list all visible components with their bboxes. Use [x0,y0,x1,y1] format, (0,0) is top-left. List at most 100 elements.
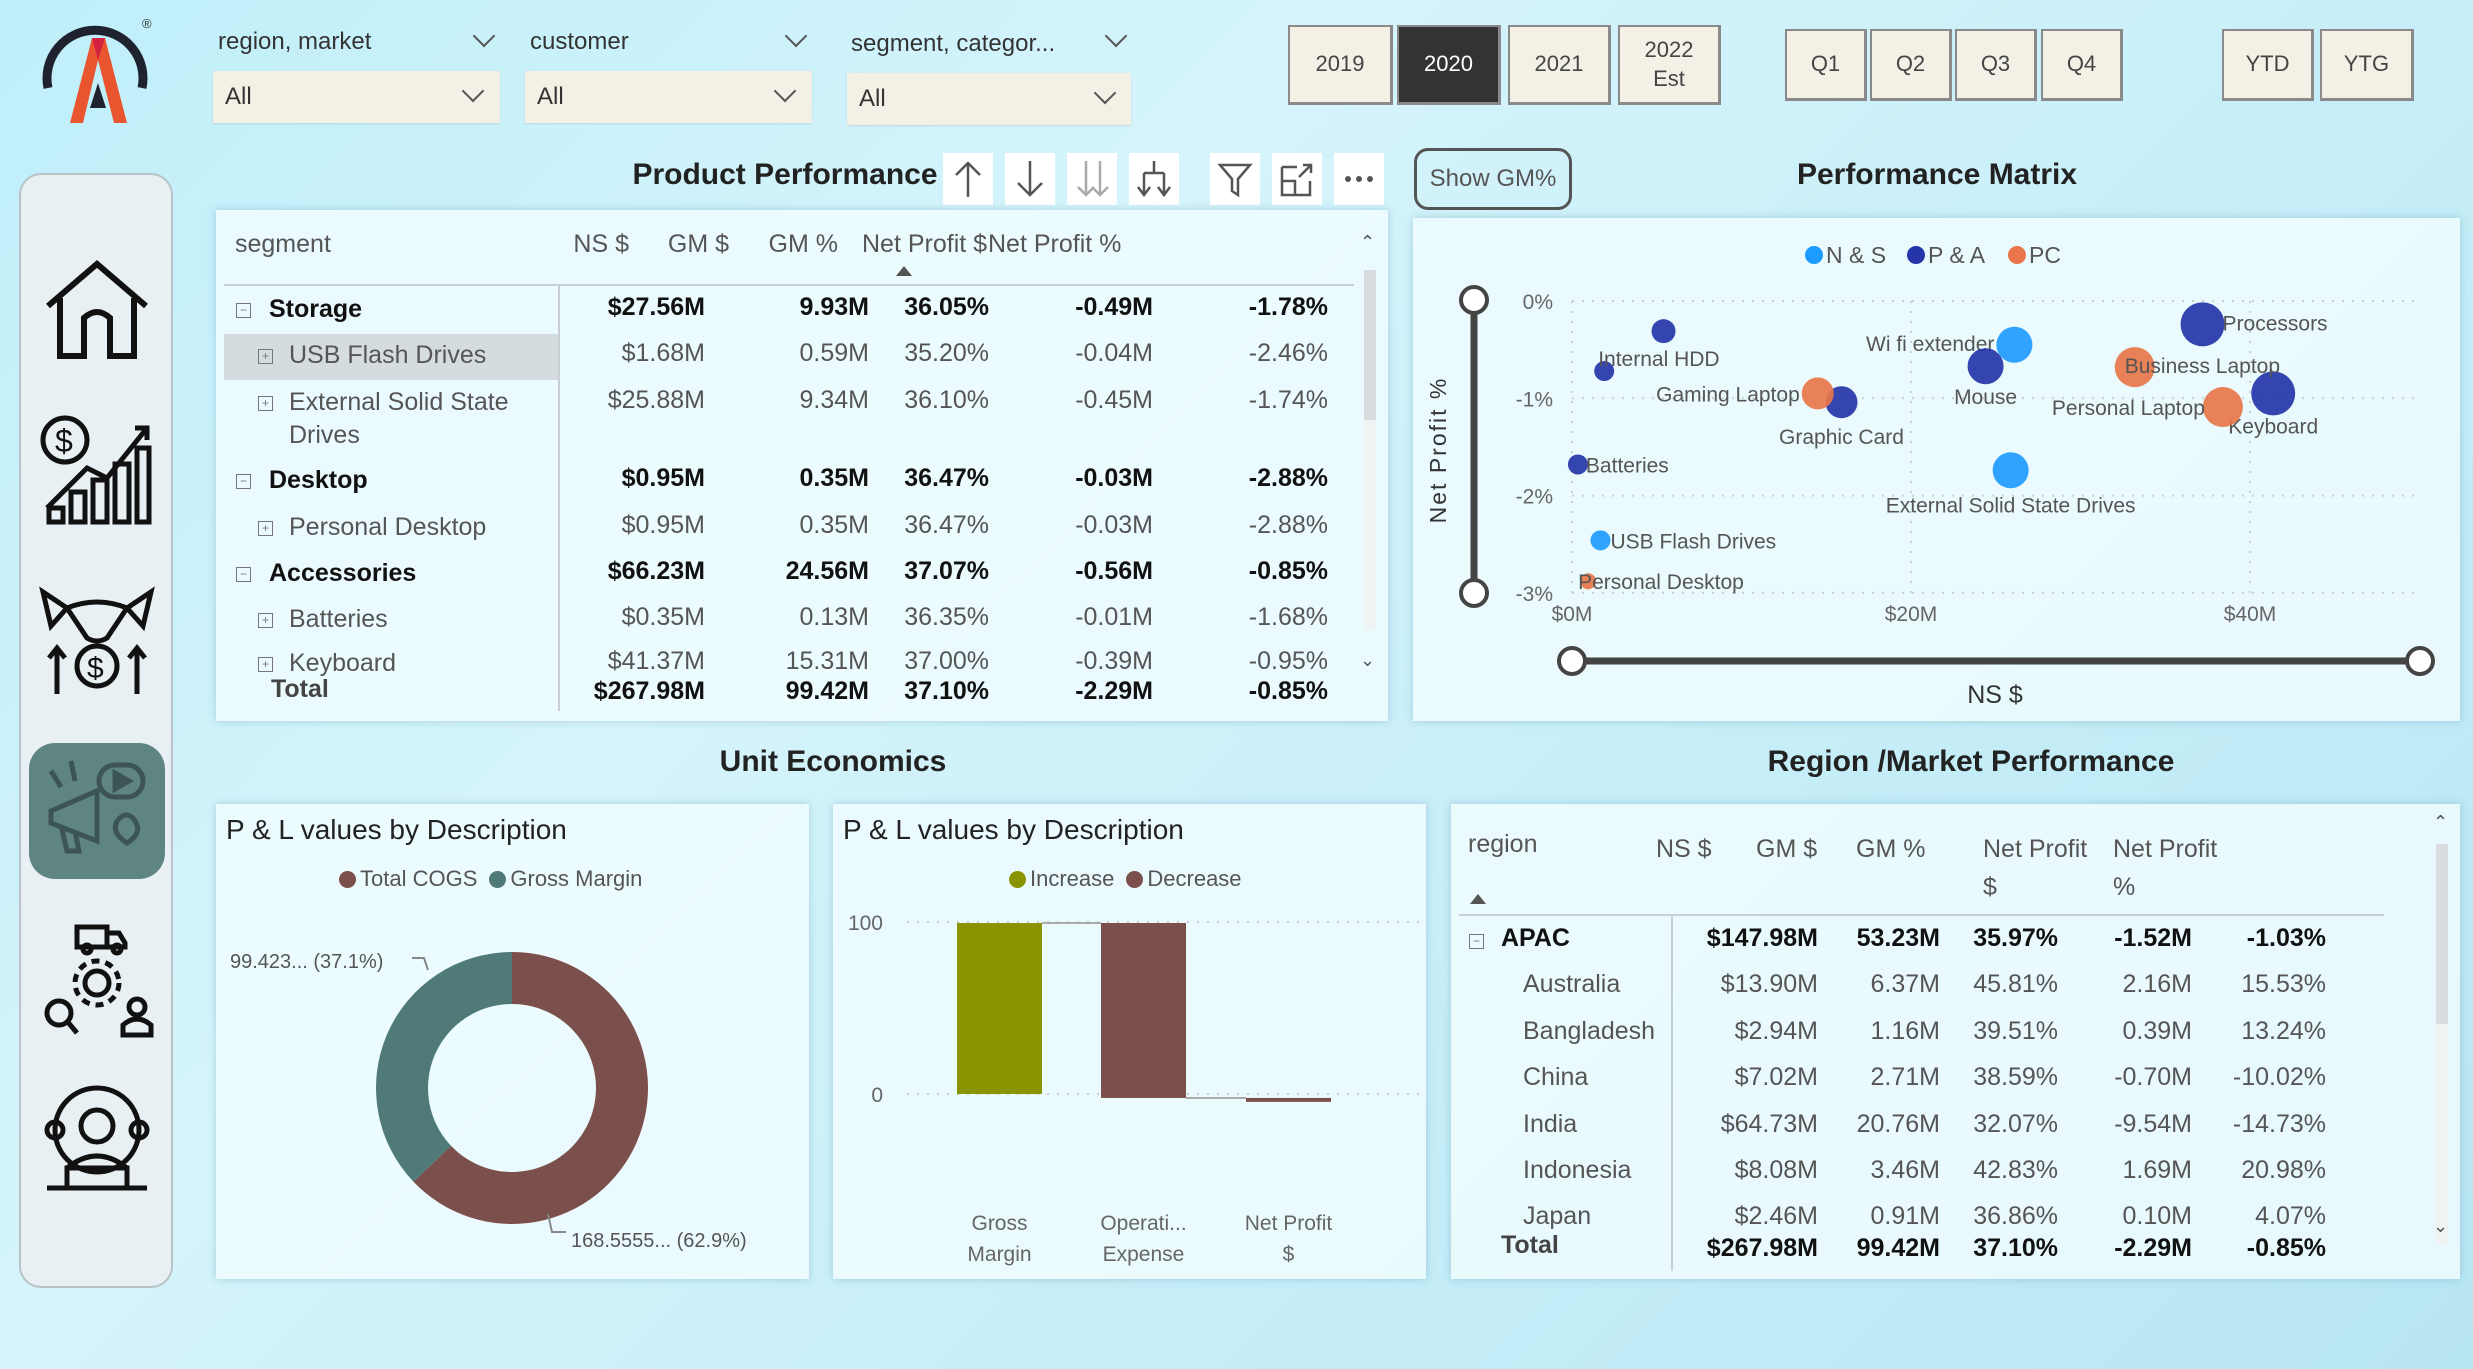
chevron-down-icon[interactable] [784,24,808,48]
legend-dot-total-cogs [339,870,356,888]
y-axis-title: Net Profit % [1425,377,1451,524]
column-header[interactable]: Net Profit % [2113,835,2218,901]
column-header[interactable]: NS $ [573,230,629,258]
row-value: 0.10M [2122,1202,2192,1230]
sort-descending-button[interactable] [1005,153,1055,205]
scroll-up-icon[interactable]: ⌃ [1360,232,1376,252]
scatter-point[interactable] [1967,348,2004,385]
legend-dot-n-s [1805,246,1823,264]
waterfall-bar [957,922,1042,1094]
waterfall-legend: Increase Decrease [1009,866,1242,892]
expand-next-level-button[interactable] [1129,153,1179,205]
expand-icon[interactable]: + [258,521,273,536]
scroll-down-icon[interactable]: ⌄ [1360,650,1376,670]
sidebar-item-executive[interactable] [29,1070,165,1206]
collapse-icon[interactable]: − [236,474,251,489]
scroll-up-icon[interactable]: ⌃ [2433,812,2449,832]
ytg-button[interactable]: YTG [2320,29,2414,101]
x-slider-handle-right[interactable] [2405,646,2435,676]
more-options-button[interactable] [1334,153,1384,205]
column-header[interactable]: GM % [1856,835,1926,863]
column-header[interactable]: Net Profit % [988,230,1122,258]
row-value: 4.07% [2255,1202,2326,1230]
expand-icon[interactable]: + [258,657,273,672]
column-header[interactable]: Net Profit $ [862,230,988,258]
year-button-2021[interactable]: 2021 [1508,25,1611,105]
scatter-point[interactable] [1801,377,1834,410]
show-gm-percent-button[interactable]: Show GM% [1414,148,1572,210]
region-dropdown[interactable]: All [213,71,500,123]
year-button-2022-est[interactable]: 2022 Est [1618,25,1721,105]
row-label: Accessories [269,559,417,587]
customer-dropdown[interactable]: All [525,71,812,123]
expand-icon[interactable]: + [258,396,273,411]
column-header[interactable]: GM $ [1756,835,1818,863]
dropdown-value: All [859,85,886,112]
expand-icon[interactable]: + [258,613,273,628]
quarter-button-q4[interactable]: Q4 [2041,29,2123,101]
column-header[interactable]: GM % [768,230,838,258]
sidebar-item-marketing[interactable] [29,743,165,879]
collapse-icon[interactable]: − [1469,934,1484,949]
sidebar-item-home[interactable] [29,243,165,379]
scatter-point[interactable] [2202,387,2243,428]
focus-mode-button[interactable] [1272,153,1322,205]
column-header-region[interactable]: region [1468,830,1538,858]
quarter-button-q3[interactable]: Q3 [1955,29,2037,101]
expand-icon[interactable]: + [258,349,273,364]
row-value: -0.04M [1075,339,1153,367]
row-label: Bangladesh [1523,1017,1656,1045]
segment-dropdown[interactable]: All [847,73,1131,125]
scrollbar-thumb[interactable] [1364,270,1376,420]
scatter-point[interactable] [2180,302,2225,347]
scatter-point[interactable] [1590,530,1611,551]
support-agent-globe-icon [44,1085,150,1191]
total-value: 37.10% [904,677,989,705]
row-value: 24.56M [785,557,869,585]
scatter-point-label: USB Flash Drives [1610,530,1776,553]
category-label-line: Expense [1103,1243,1185,1266]
column-header-segment[interactable]: segment [235,230,331,258]
x-slider-handle-left[interactable] [1557,646,1587,676]
scroll-down-icon[interactable]: ⌄ [2433,1216,2449,1236]
chevron-down-icon[interactable] [1104,24,1128,48]
year-button-2020[interactable]: 2020 [1397,25,1501,105]
scatter-point[interactable] [1651,319,1676,344]
quarter-button-q2[interactable]: Q2 [1870,29,1952,101]
scatter-point-label: Mouse [1954,386,2017,409]
filter-button[interactable] [1210,153,1260,205]
collapse-icon[interactable]: − [236,567,251,582]
legend-label: Gross Margin [510,866,643,891]
scatter-point[interactable] [1567,454,1588,475]
scatter-point[interactable] [1580,573,1597,590]
sidebar-item-supply-chain[interactable] [29,913,165,1049]
scrollbar-thumb[interactable] [2436,844,2448,1024]
ytd-button[interactable]: YTD [2222,29,2314,101]
sidebar-item-finance[interactable]: $ [29,400,165,536]
legend-dot-pc [2008,246,2026,264]
company-logo: ® [30,8,160,128]
year-button-2019[interactable]: 2019 [1288,25,1393,105]
column-header[interactable]: NS $ [1656,835,1712,863]
chevron-down-icon[interactable] [472,24,496,48]
y-slider-handle-top[interactable] [1459,285,1489,315]
scatter-point[interactable] [1996,326,2033,363]
row-value: 37.07% [904,557,989,585]
column-header[interactable]: Net Profit $ [1983,835,2088,901]
row-label: Storage [269,295,363,323]
sidebar-item-sales[interactable]: $ [29,570,165,706]
product-performance-title: Product Performance [632,158,938,191]
total-value: 99.42M [785,677,869,705]
scatter-point[interactable] [1992,452,2029,489]
sort-ascending-button[interactable] [943,153,993,205]
y-slider-handle-bottom[interactable] [1459,578,1489,608]
quarter-button-q1[interactable]: Q1 [1785,29,1867,101]
row-value: -9.54M [2114,1110,2192,1138]
scatter-point[interactable] [2114,347,2155,388]
scatter-point[interactable] [1594,361,1615,382]
row-value: 9.34M [799,386,869,414]
expand-all-down-button[interactable] [1067,153,1117,205]
collapse-icon[interactable]: − [236,303,251,318]
column-header[interactable]: GM $ [667,230,729,258]
scatter-point[interactable] [2251,371,2296,416]
